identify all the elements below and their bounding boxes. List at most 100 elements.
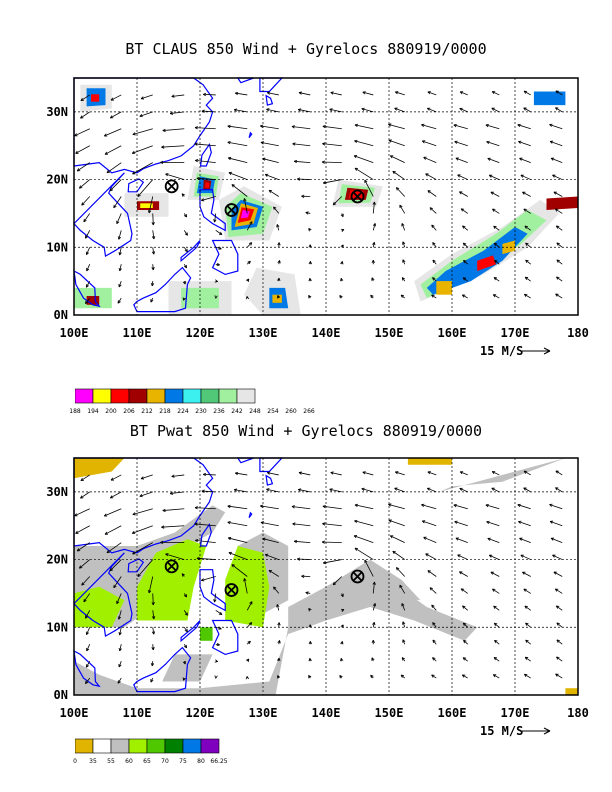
wind-arrowhead — [184, 232, 188, 236]
wind-arrow — [556, 622, 563, 628]
wind-arrowhead — [520, 174, 524, 178]
wind-arrowhead — [298, 471, 303, 475]
wind-arrowhead — [151, 235, 156, 240]
wind-arrowhead — [524, 605, 528, 609]
wind-arrowhead — [427, 487, 431, 491]
wind-arrow — [292, 523, 311, 527]
wind-arrowhead — [264, 553, 269, 557]
wind-arrow — [132, 128, 153, 135]
coastline — [73, 77, 284, 313]
wind-arrowhead — [109, 115, 114, 119]
wind-arrow — [555, 588, 563, 594]
x-tick-label: 100E — [60, 326, 89, 340]
wind-arrow — [421, 504, 437, 510]
colorbar-swatch — [164, 388, 184, 404]
wind-arrowhead — [248, 622, 253, 626]
wind-arrowhead — [194, 522, 198, 526]
wind-arrow — [85, 297, 91, 304]
wind-arrowhead — [493, 225, 497, 229]
wind-arrowhead — [266, 488, 270, 492]
wind-arrowhead — [425, 173, 429, 177]
wind-arrowhead — [116, 600, 120, 605]
wind-arrow — [228, 552, 248, 560]
wind-arrow — [487, 158, 500, 164]
wind-arrowhead — [249, 601, 253, 605]
y-tick-label: 30N — [46, 485, 68, 499]
wind-arrowhead — [268, 189, 273, 194]
shade-region — [533, 91, 566, 106]
colorbar-tick: 266 — [303, 408, 315, 415]
wind-arrowhead — [554, 588, 559, 592]
wind-arrowhead — [431, 604, 435, 608]
wind-arrow — [118, 610, 122, 620]
wind-arrow — [490, 191, 500, 197]
graticule — [74, 78, 578, 315]
wind-arrowhead — [362, 91, 366, 95]
wind-arrow — [80, 111, 90, 119]
wind-arrowhead — [459, 107, 463, 111]
wind-arrowhead — [555, 487, 559, 491]
wind-arrow — [119, 644, 122, 652]
wind-arrow — [201, 196, 216, 201]
colorbar-swatch — [200, 388, 220, 404]
wind-arrowhead — [518, 140, 522, 144]
wind-arrowhead — [243, 198, 247, 202]
wind-arrowhead — [305, 591, 309, 595]
wind-arrow — [267, 92, 279, 96]
wind-arrowhead — [556, 259, 560, 263]
wind-arrowhead — [147, 589, 152, 594]
wind-arrowhead — [277, 277, 281, 281]
wind-arrow — [195, 507, 216, 510]
wind-arrowhead — [308, 261, 312, 265]
wind-arrow — [165, 173, 185, 180]
colorbar-swatch — [236, 388, 256, 404]
wind-arrowhead — [81, 582, 85, 586]
wind-arrowhead — [549, 520, 554, 524]
wind-arrow — [132, 542, 153, 555]
wind-arrow — [549, 504, 563, 510]
x-tick-label: 100E — [60, 706, 89, 720]
wind-arrowhead — [139, 114, 143, 118]
wind-arrowhead — [151, 222, 155, 226]
wind-arrow — [183, 610, 188, 616]
wind-arrowhead — [555, 90, 559, 94]
coast-segment — [133, 266, 192, 313]
shade-region — [439, 458, 566, 492]
wind-arrow — [390, 155, 405, 164]
wind-arrow — [401, 603, 406, 611]
wind-arrow — [524, 293, 531, 299]
wind-arrow — [85, 280, 91, 288]
wind-arrowhead — [231, 564, 235, 568]
wind-arrow — [453, 504, 468, 510]
wind-arrow — [297, 558, 311, 560]
wind-arrow — [260, 505, 279, 510]
coast-segment — [73, 457, 214, 554]
colorbar-tick: 66.25 — [210, 758, 228, 765]
wind-arrow — [431, 674, 437, 679]
wind-arrowhead — [262, 157, 266, 161]
wind-arrowhead — [322, 522, 326, 526]
wind-arrow — [425, 553, 437, 560]
wind-arrow — [459, 191, 468, 197]
wind-arrow — [106, 162, 122, 174]
wind-arrowhead — [117, 680, 121, 684]
wind-arrowhead — [75, 530, 79, 534]
wind-arrow — [231, 564, 248, 577]
wind-arrowhead — [525, 242, 529, 246]
wind-arrowhead — [354, 167, 359, 171]
wind-arrowhead — [76, 548, 81, 552]
wind-arrowhead — [371, 277, 375, 281]
wind-arrow — [431, 294, 437, 299]
gyre-cross — [352, 191, 363, 202]
wind-arrowhead — [150, 662, 155, 667]
wind-arrow — [524, 656, 531, 662]
wind-arrow — [520, 554, 531, 560]
shade-region — [565, 688, 578, 695]
gyre-cross — [226, 585, 237, 595]
gyre-marker — [350, 189, 365, 204]
wind-arrow — [152, 627, 155, 635]
wind-arrowhead — [364, 559, 368, 564]
wind-arrowhead — [308, 658, 312, 662]
wind-arrowhead — [227, 141, 231, 145]
wind-arrow — [81, 576, 91, 586]
